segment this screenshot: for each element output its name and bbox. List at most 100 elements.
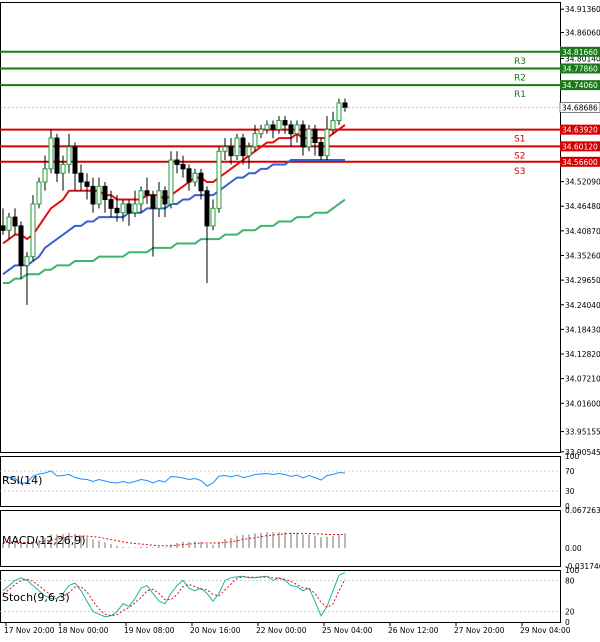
candle-body bbox=[198, 172, 204, 192]
candle-body bbox=[264, 124, 270, 130]
last-price-label: 34.68686 bbox=[562, 103, 598, 112]
candle-body bbox=[48, 137, 54, 170]
candle-body bbox=[270, 124, 276, 130]
candle-body bbox=[288, 124, 294, 135]
rsi-tick-label: 30 bbox=[565, 487, 575, 496]
candle-body bbox=[114, 207, 120, 214]
candle-body bbox=[12, 216, 18, 227]
level-price-tag bbox=[560, 46, 600, 57]
rsi-line bbox=[2, 470, 346, 487]
candle-body bbox=[228, 146, 234, 157]
macd-tick-label: 0.00 bbox=[565, 544, 582, 553]
rsi-pane-frame bbox=[0, 456, 561, 507]
candle-body bbox=[300, 124, 306, 148]
x-tick-label: 18 Nov 00:00 bbox=[58, 626, 109, 635]
macd-label: MACD(12,26,9) bbox=[2, 534, 86, 547]
candle-body bbox=[132, 203, 138, 214]
candle-body bbox=[204, 190, 210, 227]
x-tick-label: 26 Nov 12:00 bbox=[388, 626, 439, 635]
x-tick-label: 22 Nov 00:00 bbox=[256, 626, 307, 635]
candle-body bbox=[258, 128, 264, 135]
macd-pane-frame bbox=[0, 510, 561, 567]
candle-body bbox=[180, 163, 186, 170]
level-price-tag bbox=[560, 63, 600, 74]
x-tick-label: 17 Nov 20:00 bbox=[4, 626, 55, 635]
y-tick-label: 34.07210 bbox=[565, 375, 600, 384]
candle-body bbox=[312, 128, 318, 143]
candle-body bbox=[174, 159, 180, 165]
candle-body bbox=[210, 207, 216, 227]
x-tick-label: 27 Nov 20:00 bbox=[454, 626, 505, 635]
candle-body bbox=[54, 137, 60, 174]
y-tick-label: 34.52090 bbox=[565, 178, 600, 187]
candle-body bbox=[102, 185, 108, 201]
level-price-tag bbox=[560, 80, 600, 91]
stoch-pane-frame bbox=[0, 570, 561, 623]
level-price-tag bbox=[560, 141, 600, 152]
level-price-label: 34.56600 bbox=[562, 158, 598, 167]
y-tick-label: 34.86060 bbox=[565, 28, 600, 37]
candle-body bbox=[276, 120, 282, 130]
level-name-s2: S2 bbox=[514, 151, 525, 161]
y-tick-label: 34.12820 bbox=[565, 350, 600, 359]
last-price-tag bbox=[559, 102, 600, 113]
candle-body bbox=[342, 102, 348, 108]
y-tick-label: 34.01600 bbox=[565, 399, 600, 408]
candle-body bbox=[30, 203, 36, 258]
level-price-label: 34.60120 bbox=[562, 142, 598, 151]
candle-body bbox=[126, 203, 132, 214]
candle-body bbox=[234, 137, 240, 157]
level-name-r3: R3 bbox=[514, 57, 526, 67]
candle-body bbox=[216, 150, 222, 209]
macd-tick-label: -0.031746 bbox=[565, 562, 600, 571]
level-price-label: 34.81660 bbox=[562, 48, 598, 57]
candle-body bbox=[66, 146, 72, 165]
rsi-tick-label: 0 bbox=[565, 502, 570, 511]
candle-body bbox=[84, 181, 90, 187]
candle-body bbox=[90, 185, 96, 205]
level-price-label: 34.74060 bbox=[562, 81, 598, 90]
candle-body bbox=[252, 133, 258, 148]
rsi-tick-label: 100 bbox=[565, 452, 580, 461]
candle-body bbox=[42, 168, 48, 183]
candle-body bbox=[282, 120, 288, 126]
x-tick-label: 20 Nov 16:00 bbox=[190, 626, 241, 635]
y-tick-label: 34.40870 bbox=[565, 227, 600, 236]
stoch-signal-line bbox=[2, 576, 346, 617]
rsi-label: RSI(14) bbox=[2, 474, 42, 487]
level-name-s1: S1 bbox=[514, 135, 525, 145]
candle-body bbox=[330, 120, 336, 130]
x-tick-label: 29 Nov 04:00 bbox=[520, 626, 571, 635]
stoch-main-line bbox=[2, 572, 346, 618]
candle-body bbox=[138, 190, 144, 205]
candle-body bbox=[120, 203, 126, 214]
y-tick-label: 33.90545 bbox=[565, 448, 600, 457]
candle-body bbox=[192, 172, 198, 183]
candle-body bbox=[36, 181, 42, 205]
y-tick-label: 34.35260 bbox=[565, 251, 600, 260]
y-tick-label: 33.95155 bbox=[565, 428, 600, 437]
candle-body bbox=[318, 141, 324, 157]
candle-body bbox=[96, 185, 102, 205]
candle-body bbox=[150, 194, 156, 209]
y-tick-label: 34.91360 bbox=[565, 5, 600, 14]
x-tick-label: 25 Nov 04:00 bbox=[322, 626, 373, 635]
level-price-label: 34.63920 bbox=[562, 126, 598, 135]
candle-body bbox=[168, 159, 174, 205]
rsi-tick-label: 70 bbox=[565, 467, 575, 476]
stoch-tick-label: 80 bbox=[565, 576, 575, 585]
macd-signal-line bbox=[3, 532, 345, 547]
y-tick-label: 34.46480 bbox=[565, 202, 600, 211]
candle-body bbox=[336, 102, 342, 122]
x-tick-label: 19 Nov 08:00 bbox=[124, 626, 175, 635]
y-tick-label: 34.80140 bbox=[565, 54, 600, 63]
candle-body bbox=[6, 216, 12, 231]
ma-slow-line bbox=[3, 198, 346, 284]
candle-body bbox=[78, 172, 84, 183]
main-pane-frame bbox=[0, 2, 561, 453]
candle-body bbox=[240, 137, 246, 157]
candle-body bbox=[324, 128, 330, 157]
candle-body bbox=[24, 256, 30, 266]
level-name-s3: S3 bbox=[514, 167, 525, 177]
